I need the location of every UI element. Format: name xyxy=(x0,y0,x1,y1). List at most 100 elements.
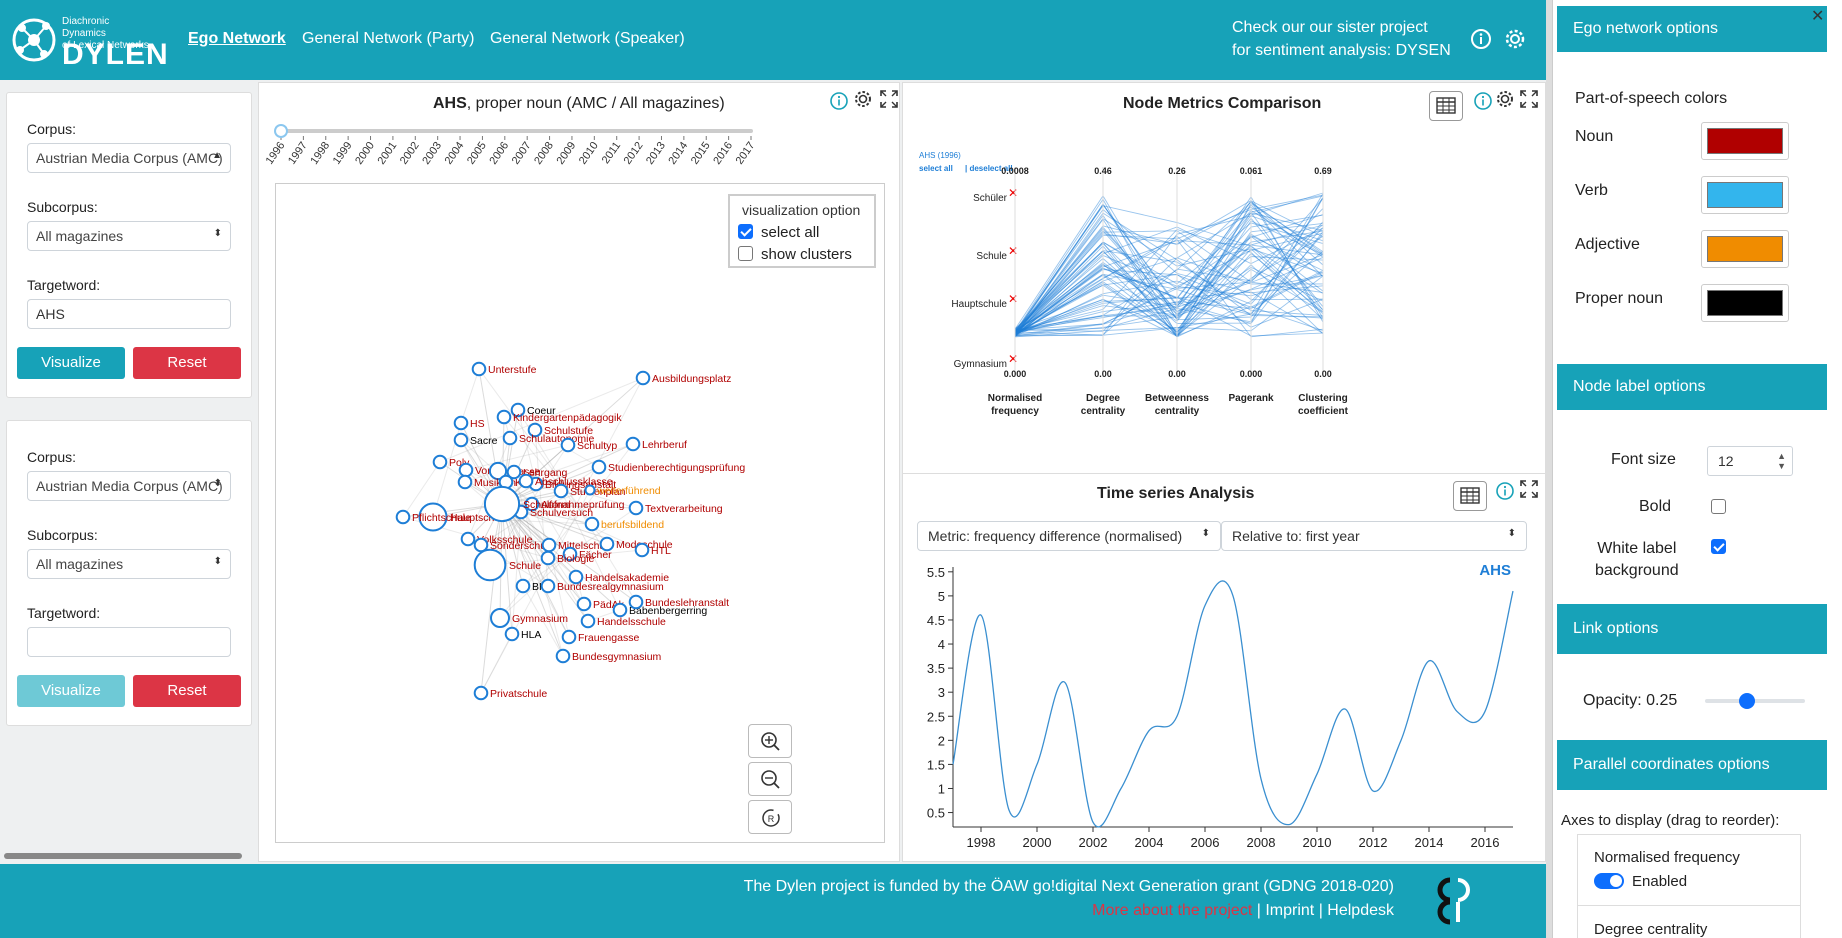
node-label[interactable]: berufsbildend xyxy=(601,519,664,531)
network-node[interactable] xyxy=(502,430,518,446)
node-label[interactable]: Schulversuch xyxy=(530,507,593,519)
node-label[interactable]: HTL xyxy=(651,545,671,557)
pc-axis-name[interactable]: centrality xyxy=(1155,406,1200,417)
node-label[interactable]: Biologie xyxy=(557,553,595,565)
network-node[interactable] xyxy=(568,569,584,585)
subcorpus-select[interactable]: All magazines ⬍ xyxy=(27,549,231,579)
node-label[interactable]: Schulstufe xyxy=(544,425,593,437)
network-node[interactable] xyxy=(457,474,473,490)
node-label[interactable]: Schule xyxy=(509,560,541,572)
node-label[interactable]: Studienplan xyxy=(570,486,626,498)
remove-row-icon[interactable]: ✕ xyxy=(1008,352,1018,366)
node-label[interactable]: Studienberechtigungsprüfung xyxy=(608,462,745,474)
metrics-table-button[interactable] xyxy=(1429,91,1463,121)
network-node[interactable] xyxy=(540,550,556,566)
checkbox-checked-icon[interactable] xyxy=(738,224,753,239)
network-node[interactable] xyxy=(453,415,469,431)
node-label[interactable]: Schulautonomie xyxy=(519,433,594,445)
axis-toggle[interactable]: Enabled xyxy=(1594,873,1687,890)
reset-zoom-button[interactable]: R xyxy=(748,800,792,834)
network-node[interactable] xyxy=(488,461,508,481)
info-icon[interactable] xyxy=(1470,28,1492,50)
pc-row-label[interactable]: Gymnasium xyxy=(954,359,1007,370)
relative-to-select[interactable]: Relative to: first year ⬍ xyxy=(1221,521,1527,551)
network-node[interactable] xyxy=(395,509,411,525)
noun-color-picker[interactable] xyxy=(1701,122,1789,160)
font-size-input[interactable]: 12 ▲ ▼ xyxy=(1707,446,1793,476)
visualize-button[interactable]: Visualize xyxy=(17,675,125,707)
node-label[interactable]: Babenbergerring xyxy=(629,605,707,617)
network-node[interactable] xyxy=(483,485,521,523)
node-label[interactable]: Textverarbeitung xyxy=(645,503,723,515)
axes-list[interactable]: Normalised frequency Enabled Degree cent… xyxy=(1577,834,1801,938)
nav-general-network-speaker[interactable]: General Network (Speaker) xyxy=(490,30,685,47)
node-label[interactable]: Gymnasium xyxy=(512,613,568,625)
network-node[interactable] xyxy=(473,685,489,701)
info-icon[interactable] xyxy=(1495,481,1515,501)
slider-handle[interactable] xyxy=(1738,693,1755,709)
imprint-link[interactable]: Imprint xyxy=(1265,902,1315,919)
reset-button[interactable]: Reset xyxy=(133,675,241,707)
node-label[interactable]: Schulform xyxy=(523,499,571,511)
node-label[interactable]: Sonderschule xyxy=(490,540,554,552)
network-node[interactable] xyxy=(453,432,469,448)
node-label[interactable]: Fächer xyxy=(579,549,612,561)
network-node[interactable] xyxy=(628,500,644,516)
slider-handle[interactable] xyxy=(274,124,288,138)
network-node[interactable] xyxy=(591,459,607,475)
network-node[interactable] xyxy=(560,437,576,453)
helpdesk-link[interactable]: Helpdesk xyxy=(1327,902,1394,919)
subcorpus-select[interactable]: All magazines ⬍ xyxy=(27,221,231,251)
node-label[interactable]: Sacre xyxy=(470,435,498,447)
pc-row-label[interactable]: Schule xyxy=(976,251,1007,262)
node-label[interactable]: Kindergartenpädagogik xyxy=(513,412,622,424)
verb-color-picker[interactable] xyxy=(1701,176,1789,214)
stepper-arrows-icon[interactable]: ▲ ▼ xyxy=(1777,451,1786,471)
network-node[interactable] xyxy=(612,602,628,618)
node-label[interactable]: Handelsakademie xyxy=(585,572,669,584)
remove-row-icon[interactable]: ✕ xyxy=(1008,186,1018,200)
node-label[interactable]: Lehrgang xyxy=(523,467,568,479)
corpus-select[interactable]: Austrian Media Corpus (AMC) ▲ xyxy=(27,143,231,173)
info-icon[interactable] xyxy=(829,91,849,111)
node-label[interactable]: Aufnahmeprüfung xyxy=(541,499,625,511)
visualize-button[interactable]: Visualize xyxy=(17,347,125,379)
node-label[interactable]: Unterstufe xyxy=(488,364,537,376)
pc-row-label[interactable]: Hauptschule xyxy=(951,299,1007,310)
white-label-background-checkbox[interactable] xyxy=(1711,539,1726,554)
node-label[interactable]: Bundesgymnasium xyxy=(572,651,662,663)
node-label[interactable]: Schultyp xyxy=(577,440,617,452)
remove-row-icon[interactable]: ✕ xyxy=(1008,292,1018,306)
targetword-input[interactable] xyxy=(27,627,231,657)
network-node[interactable] xyxy=(490,608,510,628)
pc-axis-name[interactable]: Degree xyxy=(1086,393,1120,404)
corpus-select[interactable]: Austrian Media Corpus (AMC) ⬍ xyxy=(27,471,231,501)
network-node[interactable] xyxy=(541,537,557,553)
network-node[interactable] xyxy=(515,578,531,594)
node-label[interactable]: Frauengasse xyxy=(578,632,639,644)
node-label[interactable]: Abschlussklasse xyxy=(535,476,613,488)
network-node[interactable] xyxy=(634,542,650,558)
checkbox-unchecked-icon[interactable] xyxy=(738,246,753,261)
network-node[interactable] xyxy=(584,516,600,532)
network-node[interactable] xyxy=(625,436,641,452)
info-icon[interactable] xyxy=(1473,91,1493,111)
network-node[interactable] xyxy=(471,361,487,377)
bold-checkbox[interactable] xyxy=(1711,499,1726,514)
network-node[interactable] xyxy=(432,454,448,470)
fullscreen-icon[interactable] xyxy=(1519,479,1539,499)
gear-icon[interactable] xyxy=(853,89,873,109)
network-node[interactable] xyxy=(473,537,489,553)
remove-row-icon[interactable]: ✕ xyxy=(1008,244,1018,258)
network-node[interactable] xyxy=(506,464,522,480)
network-node[interactable] xyxy=(562,546,578,562)
network-node[interactable] xyxy=(555,648,571,664)
select-all-checkbox[interactable]: select all xyxy=(738,224,819,241)
network-node[interactable] xyxy=(527,422,543,438)
node-label[interactable]: Ausbildungsplatz xyxy=(652,373,731,385)
fullscreen-icon[interactable] xyxy=(1519,89,1539,109)
network-node[interactable] xyxy=(576,596,592,612)
pc-select-all[interactable]: select all xyxy=(919,164,953,173)
pc-deselect-all[interactable]: | deselect all xyxy=(965,164,1013,173)
network-node[interactable] xyxy=(524,496,540,512)
